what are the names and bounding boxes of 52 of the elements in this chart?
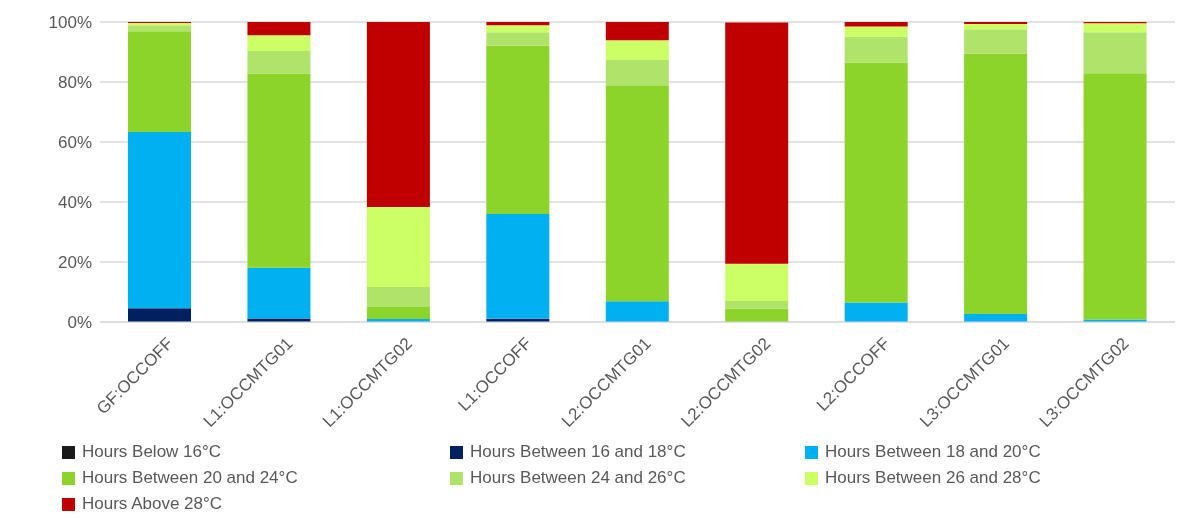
bar bbox=[128, 31, 191, 133]
bar bbox=[844, 302, 908, 322]
bar bbox=[964, 22, 1028, 25]
bar bbox=[1083, 73, 1147, 320]
bar bbox=[844, 26, 908, 37]
bar bbox=[128, 132, 191, 309]
bar bbox=[366, 22, 430, 208]
bar bbox=[964, 24, 1028, 30]
y-tick-label: 80% bbox=[57, 73, 92, 93]
bar bbox=[128, 308, 191, 322]
y-tick-label: 40% bbox=[57, 193, 92, 213]
bar bbox=[605, 85, 669, 302]
bar bbox=[725, 263, 789, 301]
bar bbox=[844, 36, 908, 63]
bar bbox=[128, 25, 191, 32]
bar bbox=[605, 301, 669, 322]
bar bbox=[486, 45, 550, 214]
y-tick-label: 20% bbox=[57, 253, 92, 273]
bar bbox=[247, 35, 311, 52]
bar bbox=[844, 22, 908, 27]
bar bbox=[366, 207, 430, 287]
legend-label: Hours Between 24 and 26°C bbox=[470, 468, 686, 488]
y-tick-label: 60% bbox=[57, 133, 92, 153]
y-tick-label: 100% bbox=[48, 13, 92, 33]
legend-label: Hours Between 18 and 20°C bbox=[825, 442, 1041, 462]
bar bbox=[366, 286, 430, 307]
bar bbox=[725, 308, 789, 322]
bar bbox=[247, 51, 311, 74]
bar bbox=[486, 214, 550, 319]
legend-label: Hours Between 16 and 18°C bbox=[470, 442, 686, 462]
bar bbox=[725, 22, 789, 264]
bar bbox=[964, 29, 1028, 54]
bar bbox=[605, 40, 669, 61]
y-tick-label: 0% bbox=[67, 313, 92, 333]
legend-label: Hours Between 20 and 24°C bbox=[82, 468, 298, 488]
bar bbox=[725, 301, 789, 309]
bar bbox=[1083, 32, 1147, 74]
bar bbox=[486, 22, 550, 26]
bar bbox=[605, 22, 669, 41]
bar bbox=[247, 267, 311, 319]
legend-label: Hours Above 28°C bbox=[82, 494, 223, 514]
bar bbox=[964, 53, 1028, 314]
bar bbox=[486, 25, 550, 33]
legend-label: Hours Between 26 and 28°C bbox=[825, 468, 1041, 488]
bar bbox=[247, 73, 311, 268]
bar bbox=[247, 22, 311, 36]
bar bbox=[486, 32, 550, 46]
bar bbox=[844, 62, 908, 303]
bar bbox=[366, 307, 430, 319]
bar bbox=[605, 60, 669, 86]
legend-label: Hours Below 16°C bbox=[82, 442, 222, 462]
bar bbox=[1083, 23, 1147, 33]
